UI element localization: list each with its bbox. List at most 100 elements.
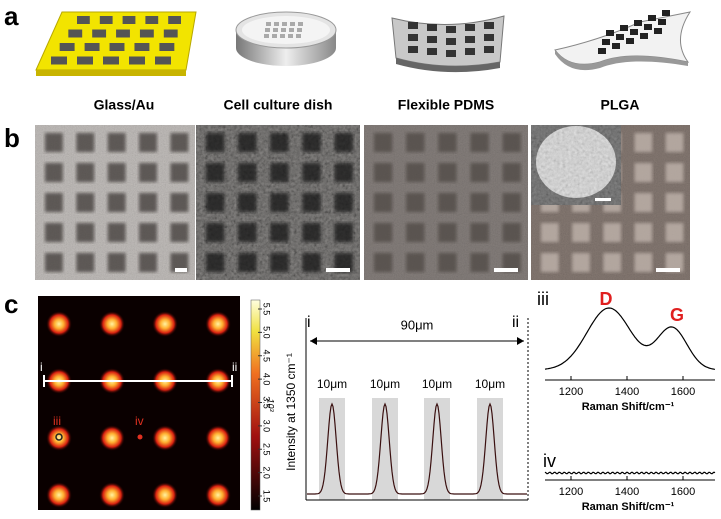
- square: [302, 193, 321, 212]
- hole: [446, 26, 456, 33]
- spectrum-label: iii: [537, 289, 549, 309]
- square: [76, 133, 95, 152]
- profile-plot: [305, 318, 529, 501]
- square: [603, 223, 622, 242]
- x-tick-label: 1400: [615, 386, 639, 398]
- spot: [99, 311, 125, 337]
- square: [107, 133, 126, 152]
- hole: [77, 16, 90, 24]
- hole: [264, 34, 269, 38]
- panel-label: c: [4, 289, 18, 319]
- hole: [296, 34, 301, 38]
- x-axis-label: Raman Shift/cm⁻¹: [582, 401, 675, 413]
- hole: [77, 56, 93, 65]
- square: [206, 133, 225, 152]
- hole: [606, 30, 614, 36]
- spot: [46, 482, 72, 508]
- hole: [51, 56, 67, 65]
- square: [572, 223, 590, 242]
- hole: [408, 22, 418, 29]
- square: [502, 193, 521, 212]
- peak-label: G: [670, 305, 684, 325]
- hole: [84, 43, 100, 51]
- point-label: iii: [53, 414, 61, 428]
- square: [374, 223, 393, 242]
- square: [170, 133, 189, 152]
- line-label: ii: [232, 360, 237, 374]
- square: [76, 223, 95, 242]
- square: [76, 253, 95, 272]
- hole: [465, 48, 475, 55]
- square: [502, 133, 521, 152]
- hole: [266, 22, 271, 26]
- square: [302, 223, 321, 242]
- hole: [289, 28, 294, 32]
- hole: [103, 56, 119, 65]
- square: [541, 253, 559, 272]
- x-tick-label: 1200: [559, 486, 583, 498]
- hole: [134, 43, 150, 51]
- spot: [205, 311, 231, 337]
- square: [170, 253, 189, 272]
- x-tick-label: 1400: [615, 486, 639, 498]
- hole: [427, 36, 437, 43]
- colorbar-tick-label: 4.5: [262, 349, 272, 362]
- hole: [408, 46, 418, 53]
- square: [238, 133, 257, 152]
- spectrum-curve: [544, 471, 716, 475]
- profile-end-label: ii: [512, 314, 519, 331]
- square: [238, 253, 257, 272]
- square: [107, 223, 126, 242]
- width-label: 10μm: [475, 377, 505, 391]
- square: [665, 193, 684, 212]
- square: [270, 253, 289, 272]
- square: [270, 133, 289, 152]
- spectrum-plot: 1200 1400 1600 Raman Shift/cm⁻¹ iii D G: [537, 289, 716, 413]
- hole: [446, 50, 456, 57]
- hole: [139, 29, 154, 38]
- square: [665, 253, 684, 272]
- hole: [274, 22, 279, 26]
- square: [107, 163, 126, 182]
- hole: [465, 36, 475, 43]
- hole: [616, 34, 624, 40]
- hole: [99, 16, 113, 24]
- colorbar-tick-label: 5.0: [262, 326, 272, 339]
- scale-bar: [595, 198, 611, 201]
- plga-illustration: [554, 10, 692, 71]
- spot: [205, 482, 231, 508]
- square: [206, 193, 225, 212]
- colorbar-tick-label: 2.0: [262, 466, 272, 479]
- hole: [145, 16, 159, 24]
- square: [334, 253, 353, 272]
- square: [572, 253, 590, 272]
- hole: [272, 34, 277, 38]
- hole: [282, 22, 287, 26]
- colorbar-tick-label: 1.5: [262, 490, 272, 503]
- square: [406, 193, 425, 212]
- square: [76, 163, 95, 182]
- x-tick-label: 1200: [559, 386, 583, 398]
- square: [238, 193, 257, 212]
- hole: [163, 29, 178, 38]
- width-label: 10μm: [317, 377, 347, 391]
- scale-bar: [656, 268, 680, 272]
- spot: [152, 311, 178, 337]
- colorbar-unit: 10³: [266, 398, 276, 412]
- square: [665, 223, 684, 242]
- micrograph: [364, 125, 528, 280]
- square: [139, 223, 157, 242]
- width-label: 10μm: [422, 377, 452, 391]
- hole: [427, 24, 437, 31]
- hole: [408, 34, 418, 41]
- square: [374, 253, 393, 272]
- square: [270, 193, 289, 212]
- point-label: iv: [135, 414, 144, 428]
- square: [438, 223, 457, 242]
- square: [438, 163, 457, 182]
- hole: [427, 48, 437, 55]
- spot: [46, 425, 72, 451]
- square: [634, 193, 653, 212]
- square: [634, 223, 653, 242]
